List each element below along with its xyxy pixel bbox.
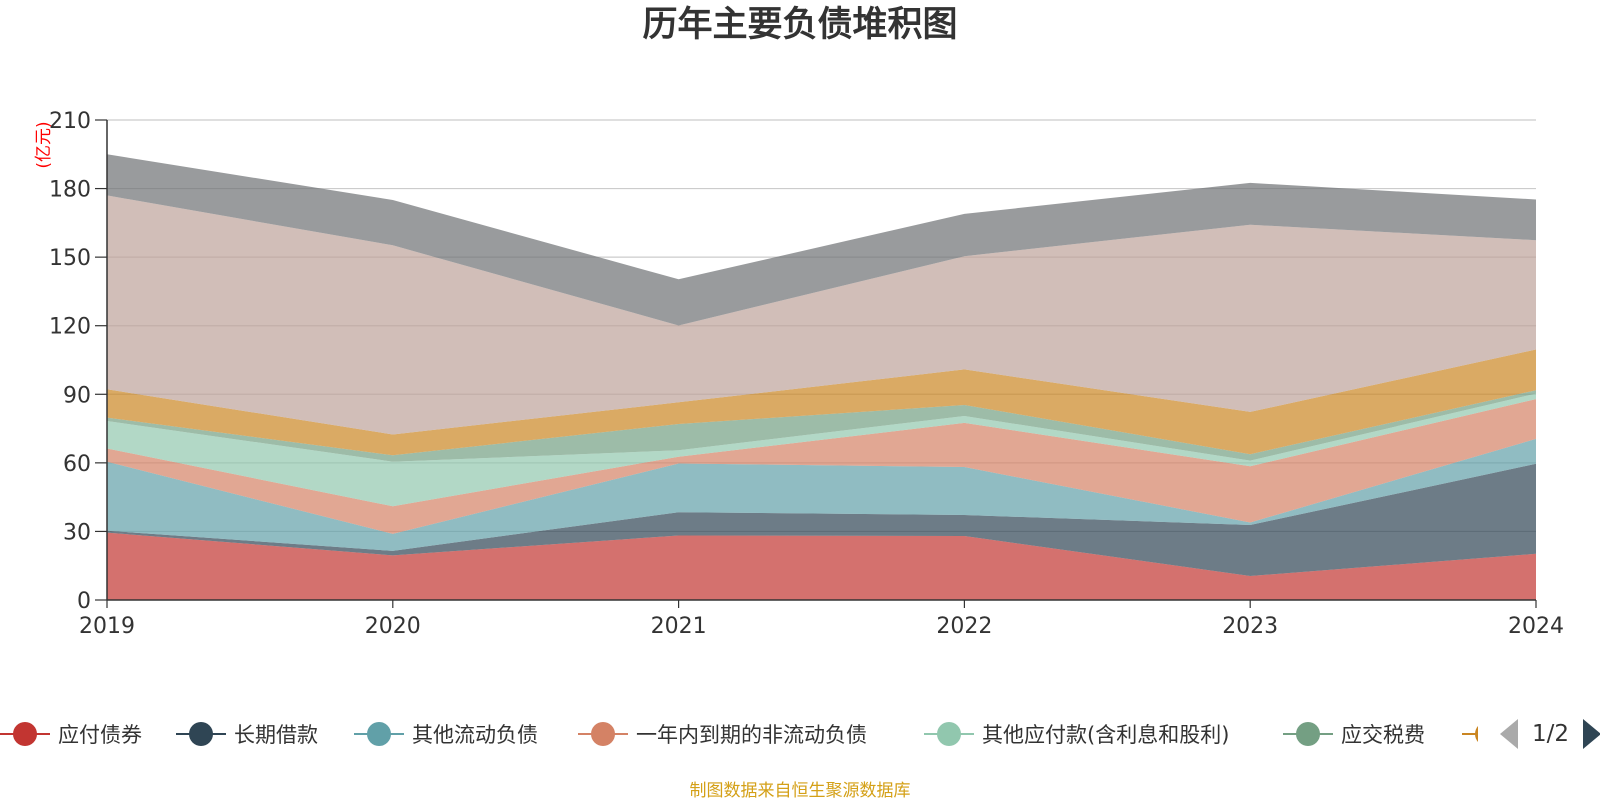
legend: 应付债券 长期借款 其他流动负债 一年内到期的非流动负债 其他应付款(含利息和股利) 应交… bbox=[0, 714, 1600, 754]
y-tick-label: 0 bbox=[77, 589, 91, 614]
legend-label: 应交税费 bbox=[1341, 723, 1425, 747]
legend-marker-icon bbox=[0, 714, 50, 754]
y-tick-label: 90 bbox=[63, 383, 91, 408]
y-axis-unit: (亿元) bbox=[34, 121, 54, 168]
area-series-2[interactable] bbox=[107, 463, 1536, 576]
legend-label: 一年内到期的非流动负债 bbox=[636, 723, 867, 747]
legend-label: 应付债券 bbox=[58, 723, 142, 747]
y-tick-label: 210 bbox=[49, 109, 91, 134]
x-tick-label: 2023 bbox=[1222, 614, 1278, 639]
stacked-area-chart: 0 30 60 90 120 150 180 210 2019 2020 2021 2022 2023 2… bbox=[34, 109, 1564, 639]
legend-pager: 1/2 bbox=[1500, 714, 1600, 754]
area-series-4[interactable] bbox=[107, 399, 1536, 534]
legend-marker-icon bbox=[1283, 714, 1333, 754]
legend-marker-icon bbox=[924, 714, 974, 754]
legend-label: 长期借款 bbox=[234, 723, 318, 747]
area-series-9[interactable] bbox=[107, 154, 1536, 326]
legend-prev-page-icon[interactable] bbox=[1500, 719, 1518, 749]
y-tick-label: 180 bbox=[49, 178, 91, 203]
area-series-6[interactable] bbox=[107, 390, 1536, 462]
legend-marker-icon bbox=[354, 714, 404, 754]
legend-label: 其他应付款(含利息和股利) bbox=[982, 723, 1230, 747]
chart-title: 历年主要负债堆积图 bbox=[642, 5, 958, 45]
y-tick-label: 120 bbox=[49, 315, 91, 340]
area-series-8[interactable] bbox=[107, 195, 1536, 435]
x-tick-label: 2022 bbox=[936, 614, 992, 639]
legend-item[interactable]: 长期借款 bbox=[176, 714, 318, 754]
legend-item[interactable]: 应付债券 bbox=[0, 714, 142, 754]
legend-item[interactable]: 其他应付款(含利息和股利) bbox=[924, 714, 1229, 754]
x-tick-label: 2020 bbox=[365, 614, 421, 639]
x-tick-label: 2019 bbox=[79, 614, 135, 639]
legend-marker-icon bbox=[1462, 714, 1478, 754]
area-series-1[interactable] bbox=[107, 532, 1536, 600]
area-series-5[interactable] bbox=[107, 393, 1536, 507]
x-tick-label: 2021 bbox=[651, 614, 707, 639]
area-series-3[interactable] bbox=[107, 438, 1536, 551]
legend-label: 其他流动负债 bbox=[412, 723, 538, 747]
legend-item[interactable]: 其他流动负债 bbox=[354, 714, 538, 754]
legend-marker-icon bbox=[578, 714, 628, 754]
axes: 0 30 60 90 120 150 180 210 2019 2020 2021 2022 2023 2… bbox=[49, 109, 1564, 639]
legend-marker-icon bbox=[176, 714, 226, 754]
legend-page-indicator: 1/2 bbox=[1532, 721, 1570, 747]
y-tick-label: 30 bbox=[63, 520, 91, 545]
y-tick-label: 150 bbox=[49, 246, 91, 271]
legend-item[interactable]: 一年内到期的非流动负债 bbox=[578, 714, 867, 754]
area-series-7[interactable] bbox=[107, 349, 1536, 456]
area-series bbox=[107, 154, 1536, 600]
x-tick-label: 2024 bbox=[1508, 614, 1564, 639]
legend-next-page-icon[interactable] bbox=[1583, 719, 1600, 749]
legend-item-partial bbox=[1462, 714, 1478, 754]
data-source-note: 制图数据来自恒生聚源数据库 bbox=[689, 781, 911, 801]
y-tick-label: 60 bbox=[63, 452, 91, 477]
legend-item[interactable]: 应交税费 bbox=[1283, 714, 1425, 754]
